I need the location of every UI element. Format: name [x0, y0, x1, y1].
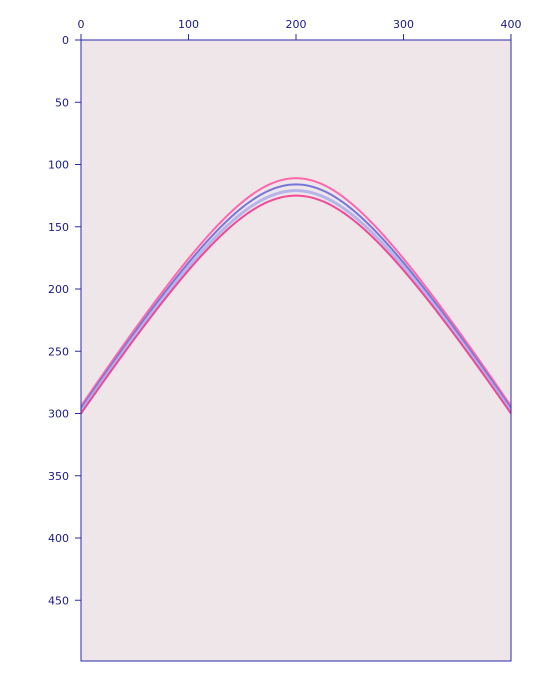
y-tick-label: 300 [48, 408, 69, 421]
curve-3 [79, 189, 513, 412]
x-tick-label: 200 [286, 18, 307, 31]
y-tick-label: 0 [62, 34, 69, 47]
y-tick-label: 150 [48, 221, 69, 234]
y-tick-label: 100 [48, 159, 69, 172]
y-tick-label: 400 [48, 532, 69, 545]
plot-area [81, 40, 511, 661]
y-tick-label: 250 [48, 345, 69, 358]
curve-4 [80, 194, 512, 415]
y-axis: 0 50 100 150 200 250 300 350 400 450 [48, 34, 81, 607]
y-tick-label: 200 [48, 283, 69, 296]
hyperbola-curves [79, 177, 513, 415]
curve-1 [80, 177, 512, 407]
x-axis: 0 100 200 300 400 [78, 18, 522, 40]
x-tick-label: 400 [501, 18, 522, 31]
y-tick-label: 50 [55, 96, 69, 109]
x-tick-label: 100 [178, 18, 199, 31]
x-tick-label: 300 [393, 18, 414, 31]
x-tick-label: 0 [78, 18, 85, 31]
y-tick-label: 450 [48, 594, 69, 607]
curve-2 [80, 183, 512, 410]
y-tick-label: 350 [48, 470, 69, 483]
